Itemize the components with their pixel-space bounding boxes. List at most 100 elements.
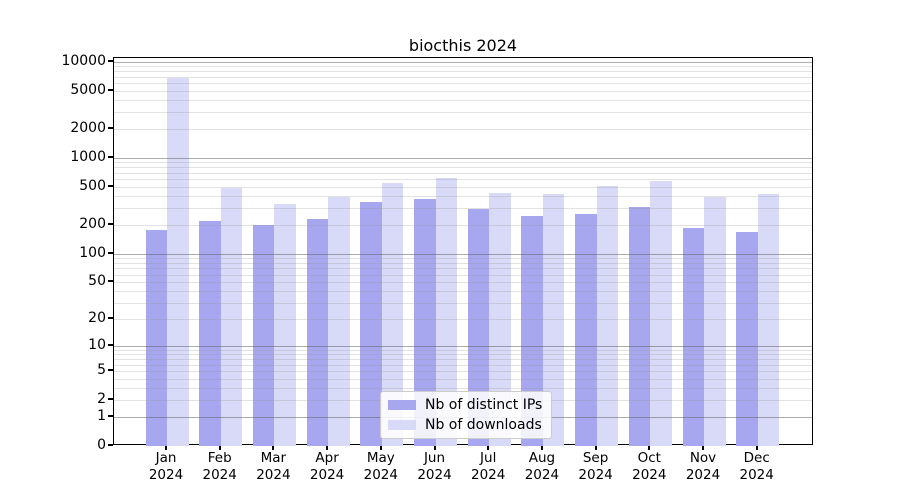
gridline-8000 [114,71,812,73]
x-tick-year-aug: 2024 [524,467,560,483]
gridline-6000 [114,83,812,85]
gridline-6 [114,364,812,366]
y-tick-mark-200 [108,222,113,225]
x-tick-mark-aug [540,445,543,450]
bar-downloads-may [381,182,404,446]
bar-downloads-feb [220,187,243,446]
x-tick-label-dec: Dec 2024 [725,450,789,484]
y-tick-label-50: 50 [88,273,106,290]
gridline-30 [114,302,812,304]
bar-ips-may [360,201,382,446]
x-tick-year-dec: 2024 [739,467,774,483]
y-tick-mark-1000 [108,155,113,158]
gridline-9000 [114,66,812,68]
bar-ips-aug [521,215,543,446]
y-tick-mark-50 [108,280,113,283]
gridline-3 [114,388,812,390]
bar-downloads-dec [757,194,780,446]
x-tick-year-mar: 2024 [256,467,291,483]
bar-ips-jan [145,230,167,446]
bar-downloads-jul [489,193,511,446]
legend-swatch-distinct-ips [388,400,416,410]
x-tick-year-jan: 2024 [148,467,184,483]
bar-downloads-nov [704,197,726,446]
x-tick-mark-nov [702,445,704,450]
x-tick-mark-mar [272,445,275,450]
y-tick-mark-0 [108,444,113,446]
chart-title: biocthis 2024 [408,36,518,55]
y-tick-mark-100 [108,251,113,254]
gridline-100 [114,253,812,255]
bar-downloads-oct [650,180,672,446]
x-tick-year-jun: 2024 [417,467,452,483]
y-tick-mark-2 [108,398,113,401]
bar-ips-jun [414,199,436,446]
y-tick-label-100: 100 [79,244,106,261]
gridline-700 [114,172,812,174]
y-tick-mark-5000 [108,88,113,91]
x-tick-mark-jun [433,445,436,450]
bar-ips-feb [199,220,221,446]
y-tick-label-2: 2 [97,391,106,408]
gridline-70 [114,268,812,270]
x-tick-year-sep: 2024 [578,467,613,483]
y-tick-label-2000: 2000 [70,120,106,137]
legend-swatch-downloads [388,420,416,430]
plot-area: Nb of distinct IPs Nb of downloads [113,57,813,446]
legend-label-distinct-ips: Nb of distinct IPs [425,397,543,413]
gridline-7000 [114,76,812,78]
y-tick-mark-10 [108,344,113,347]
x-tick-label-sep: Sep 2024 [564,450,628,484]
y-tick-label-1: 1 [97,408,106,425]
x-tick-year-nov: 2024 [685,467,721,483]
gridline-80 [114,262,812,264]
gridline-8 [114,354,812,356]
y-tick-label-500: 500 [79,177,106,194]
x-tick-year-apr: 2024 [309,467,345,483]
legend-entry-distinct-ips: Nb of distinct IPs [388,397,542,413]
bar-ips-apr [306,219,329,446]
legend-entry-downloads: Nb of downloads [388,417,542,433]
x-tick-label-oct: Oct 2024 [617,450,681,484]
bar-ips-jul [467,209,490,446]
x-tick-label-nov: Nov 2024 [671,450,735,484]
y-tick-mark-20 [108,317,113,320]
x-tick-label-jan: Jan 2024 [134,450,198,484]
gridline-3000 [114,112,812,114]
y-tick-label-200: 200 [79,215,106,232]
gridline-60 [114,274,812,276]
bar-ips-sep [575,214,597,446]
x-tick-year-jul: 2024 [471,467,506,483]
gridline-10 [114,346,812,348]
legend: Nb of distinct IPs Nb of downloads [380,391,553,439]
bar-ips-nov [682,228,704,446]
gridline-5 [114,371,812,373]
bar-downloads-jan [167,78,189,446]
y-tick-mark-1 [108,415,113,418]
gridline-4 [114,378,812,380]
gridline-1000 [114,157,812,159]
bar-ips-dec [736,231,758,446]
x-tick-mark-sep [594,445,597,450]
x-tick-mark-oct [648,445,651,450]
gridline-4000 [114,100,812,102]
bar-downloads-aug [542,194,565,446]
bar-downloads-jun [435,177,457,446]
gridline-20 [114,319,812,321]
x-tick-mark-feb [218,445,221,450]
x-tick-mark-jul [487,445,490,450]
x-tick-mark-dec [755,445,758,450]
gridline-300 [114,208,812,210]
bar-downloads-mar [274,204,296,446]
gridline-40 [114,291,812,293]
y-tick-label-10000: 10000 [61,52,106,69]
gridline-900 [114,162,812,164]
x-tick-mark-may [379,445,382,450]
gridline-7 [114,359,812,361]
gridline-50 [114,282,812,284]
bar-downloads-sep [596,185,619,446]
gridline-5000 [114,90,812,92]
x-tick-label-apr: Apr 2024 [295,450,359,484]
y-tick-mark-5 [108,369,113,372]
gridline-600 [114,179,812,181]
